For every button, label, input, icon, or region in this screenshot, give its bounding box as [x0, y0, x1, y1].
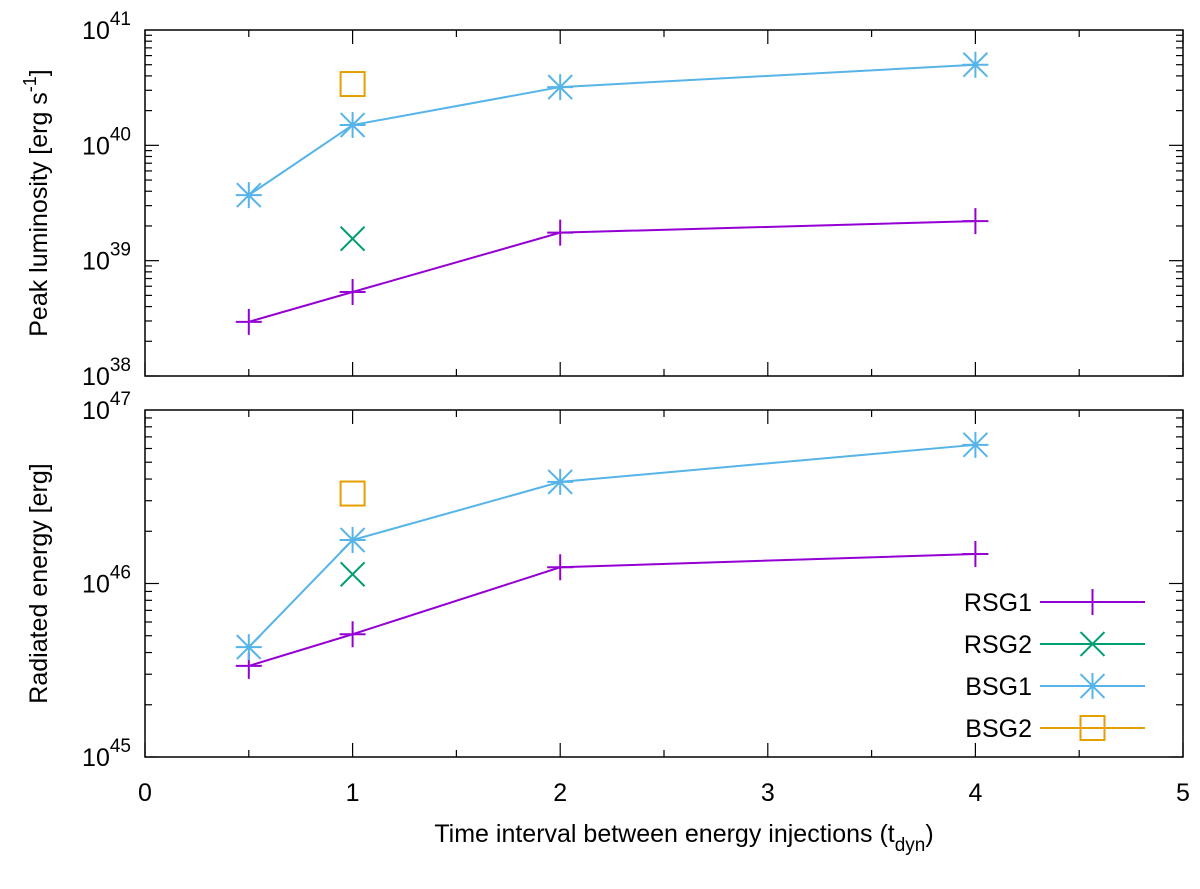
x-tick-label: 2	[553, 779, 567, 807]
y-tick-exponent: 38	[110, 355, 131, 376]
y-tick-label: 1040	[82, 124, 131, 160]
series-bsg2	[339, 480, 366, 507]
x-axis-title-main: Time interval between energy injections …	[434, 820, 894, 848]
data-point-bsg1	[235, 182, 262, 209]
y-tick-base: 10	[82, 397, 110, 425]
data-point-rsg2	[339, 226, 366, 252]
y-tick-base: 10	[82, 17, 110, 45]
y-tick-label: 1039	[82, 240, 131, 276]
series-line-bsg1	[248, 443, 976, 648]
x-tick-label: 4	[968, 779, 982, 807]
y-tick-exponent: 47	[110, 389, 131, 410]
x-axis-title-end: )	[925, 820, 933, 848]
legend-label: BSG1	[965, 673, 1032, 701]
legend-marker	[1079, 589, 1106, 615]
y-axis-title-superscript: -1	[20, 76, 40, 92]
data-point-bsg1	[962, 431, 989, 458]
data-point-rsg1	[339, 621, 366, 648]
y-tick-exponent: 41	[110, 9, 131, 30]
series-bsg1	[235, 431, 989, 661]
y-tick-label: 1038	[82, 355, 131, 391]
y-tick-base: 10	[82, 132, 110, 160]
data-point-bsg1	[962, 51, 989, 78]
data-point-rsg2	[339, 561, 366, 587]
series-rsg1	[235, 208, 989, 335]
legend-marker	[1079, 631, 1106, 657]
legend-label: RSG2	[964, 631, 1032, 659]
data-point-bsg1	[235, 634, 262, 661]
y-tick-exponent: 39	[110, 240, 131, 261]
data-point-bsg1	[547, 74, 574, 101]
legend-marker	[1079, 673, 1106, 699]
x-tick-label: 0	[138, 779, 152, 807]
series-rsg2	[339, 561, 366, 587]
data-point-rsg1	[339, 278, 366, 305]
legend-label: RSG1	[964, 589, 1032, 617]
x-tick-label: 5	[1176, 779, 1190, 807]
legend-entry-rsg1: RSG1	[964, 589, 1145, 617]
x-tick-label: 1	[346, 779, 360, 807]
y-tick-label: 1046	[82, 563, 131, 599]
series-line-bsg1	[248, 63, 976, 196]
y-axis-title: Radiated energy [erg]	[25, 463, 53, 703]
legend-entry-bsg1: BSG1	[965, 673, 1145, 701]
y-axis-title-end: ]	[25, 69, 53, 76]
y-tick-base: 10	[82, 363, 110, 391]
x-tick-label: 3	[761, 779, 775, 807]
plot-frame	[144, 409, 1184, 758]
data-point-rsg1	[962, 208, 989, 235]
y-tick-label: 1045	[82, 736, 131, 772]
y-axis-title: Peak luminosity [erg s-1]	[20, 69, 53, 337]
y-tick-label: 1041	[82, 9, 131, 45]
data-point-bsg1	[339, 527, 366, 554]
data-point-rsg1	[547, 219, 574, 246]
series-line-rsg1	[248, 552, 976, 667]
series-line-rsg1	[248, 220, 976, 323]
data-point-rsg1	[547, 554, 574, 581]
series-bsg2	[339, 71, 366, 98]
data-point-bsg1	[339, 112, 366, 139]
y-tick-exponent: 40	[110, 124, 131, 145]
y-tick-base: 10	[82, 248, 110, 276]
y-tick-base: 10	[82, 571, 110, 599]
data-point-rsg1	[235, 308, 262, 335]
legend-label: BSG2	[965, 715, 1032, 743]
series-rsg2	[339, 226, 366, 252]
y-tick-base: 10	[82, 744, 110, 772]
x-axis-title-text: Time interval between energy injections …	[434, 820, 933, 856]
legend: RSG1 RSG2 BSG1 BSG2	[964, 589, 1145, 743]
data-point-bsg2	[339, 480, 366, 507]
data-point-rsg1	[962, 540, 989, 567]
y-tick-exponent: 46	[110, 563, 131, 584]
x-axis-title: Time interval between energy injections …	[434, 820, 933, 856]
y-axis-title-main: Peak luminosity [erg s	[25, 92, 53, 337]
legend-entry-rsg2: RSG2	[964, 631, 1145, 659]
series-rsg1	[235, 540, 989, 679]
y-tick-exponent: 45	[110, 736, 131, 757]
data-point-bsg1	[547, 468, 574, 495]
legend-entry-bsg2: BSG2	[965, 715, 1145, 743]
legend-marker	[1079, 715, 1106, 741]
series-bsg1	[235, 51, 989, 209]
y-tick-label: 1047	[82, 389, 131, 425]
x-axis-title-subscript: dyn	[895, 835, 926, 856]
data-point-bsg2	[339, 71, 366, 98]
